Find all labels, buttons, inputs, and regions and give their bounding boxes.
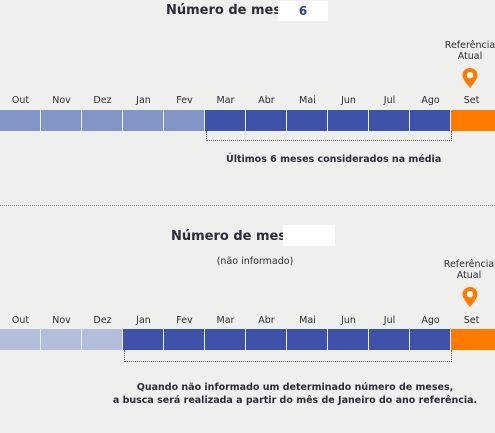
month-label: Set <box>463 315 480 326</box>
selection-note: Últimos 6 meses considerados na média <box>226 154 442 165</box>
selection-bracket <box>124 350 452 362</box>
month-segment <box>164 110 204 131</box>
month-segment <box>123 110 163 131</box>
month-segment <box>246 329 286 350</box>
month-label: Mai <box>299 95 316 106</box>
month-label: Jun <box>341 95 356 106</box>
month-label: Nov <box>52 95 71 106</box>
month-segment <box>369 110 409 131</box>
month-segment <box>41 110 81 131</box>
months-count-label: Número de meses <box>171 229 303 244</box>
month-segment <box>205 110 245 131</box>
month-segment <box>205 329 245 350</box>
reference-label-line2: Atual <box>457 51 483 62</box>
month-segment <box>164 329 204 350</box>
month-segment <box>287 329 327 350</box>
month-label: Set <box>463 95 480 106</box>
location-pin-icon <box>462 68 478 88</box>
month-segment <box>0 329 40 350</box>
default-range-note-line1: Quando não informado um determinado núme… <box>136 382 454 393</box>
month-label: Fev <box>176 95 193 106</box>
month-label: Jan <box>136 95 151 106</box>
months-timeline-bar <box>0 110 495 131</box>
months-count-input-empty[interactable] <box>283 225 335 246</box>
month-label: Mar <box>216 95 235 106</box>
months-timeline-bar <box>0 329 495 350</box>
month-labels-row: Out Nov Dez Jan Fev Mar Abr Mai Jun Jul Ago Set <box>0 315 495 329</box>
location-pin-icon <box>462 287 478 307</box>
selection-bracket <box>206 131 452 141</box>
month-segment <box>369 329 409 350</box>
month-segment <box>410 110 450 131</box>
month-label: Jul <box>383 315 396 326</box>
month-segment <box>0 110 40 131</box>
month-segment <box>328 110 368 131</box>
month-label: Nov <box>52 315 71 326</box>
month-label: Out <box>11 315 30 326</box>
month-label: Mar <box>216 315 235 326</box>
reference-label: Referência Atual <box>439 259 495 281</box>
month-label: Dez <box>93 315 112 326</box>
month-label: Ago <box>421 95 440 106</box>
default-range-note-line2: a busca será realizada a partir do mês d… <box>112 395 478 406</box>
month-label: Abr <box>258 315 275 326</box>
not-informed-label: (não informado) <box>216 256 294 267</box>
month-segment <box>451 329 495 350</box>
month-label: Mai <box>299 315 316 326</box>
month-label: Out <box>11 95 30 106</box>
month-segment <box>246 110 286 131</box>
month-segment <box>410 329 450 350</box>
month-label: Jul <box>383 95 396 106</box>
months-count-input[interactable]: 6 <box>278 1 328 21</box>
month-label: Fev <box>176 315 193 326</box>
month-segment <box>328 329 368 350</box>
reference-label-line1: Referência <box>443 259 495 270</box>
month-segment <box>451 110 495 131</box>
months-count-label: Número de meses <box>166 3 298 18</box>
month-label: Abr <box>258 95 275 106</box>
reference-label-line1: Referência <box>444 40 495 51</box>
month-segment <box>41 329 81 350</box>
month-labels-row: Out Nov Dez Jan Fev Mar Abr Mai Jun Jul Ago Set <box>0 95 495 109</box>
month-segment <box>82 329 122 350</box>
section-divider <box>0 205 495 206</box>
reference-label-line2: Atual <box>456 270 482 281</box>
month-label: Jan <box>136 315 151 326</box>
month-label: Ago <box>421 315 440 326</box>
month-label: Dez <box>93 95 112 106</box>
reference-label: Referência Atual <box>440 40 495 62</box>
month-segment <box>123 329 163 350</box>
month-segment <box>82 110 122 131</box>
default-range-note: Quando não informado um determinado núme… <box>95 381 495 407</box>
month-segment <box>287 110 327 131</box>
month-label: Jun <box>341 315 356 326</box>
